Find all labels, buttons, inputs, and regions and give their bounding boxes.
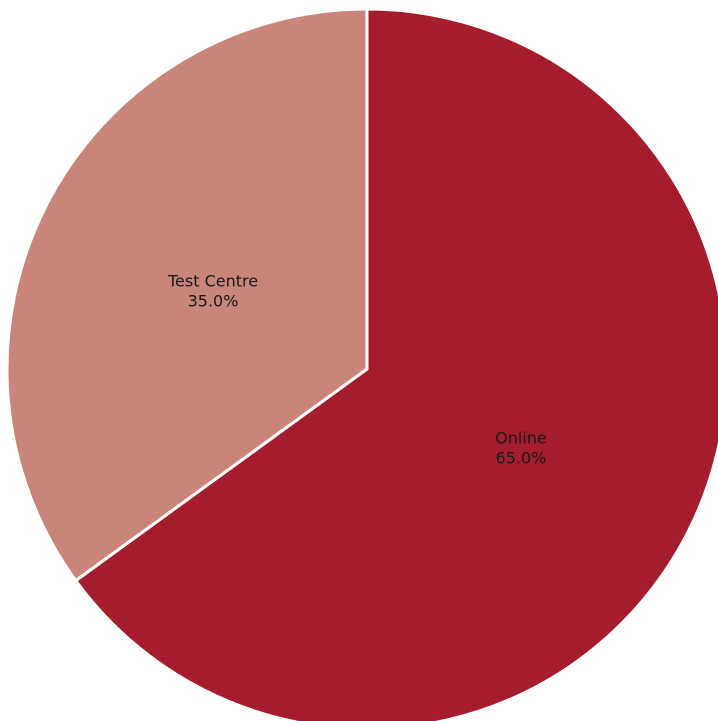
pie-label-name: Test Centre [167, 272, 258, 291]
pie-label-name: Online [495, 428, 547, 447]
pie-label-online: Online 65.0% [495, 428, 547, 467]
slices-group [7, 9, 718, 721]
pie-label-percent: 65.0% [496, 448, 547, 467]
pie-label-percent: 35.0% [188, 292, 239, 311]
